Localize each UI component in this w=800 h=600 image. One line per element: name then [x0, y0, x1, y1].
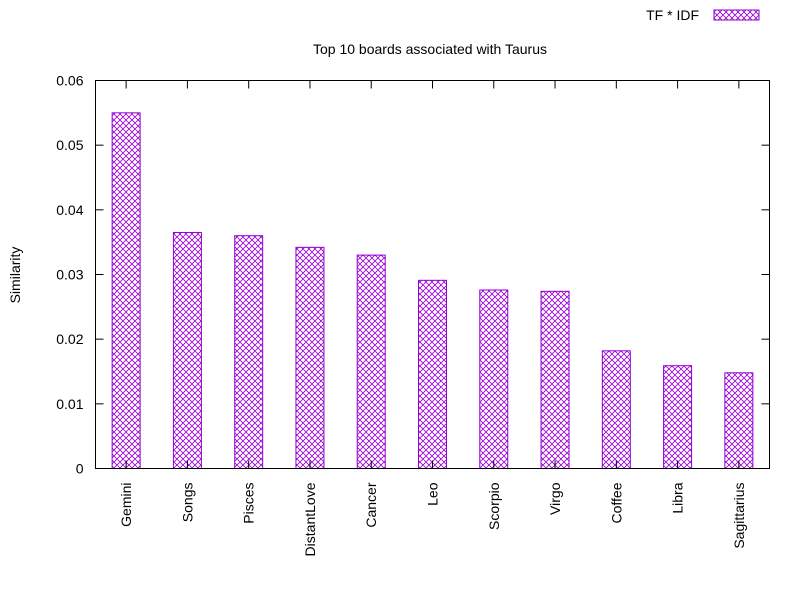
bar-scorpio — [479, 289, 509, 469]
legend-swatch — [713, 9, 760, 21]
bars — [111, 112, 754, 470]
x-tick-label: Cancer — [363, 482, 379, 527]
x-tick-label: Sagittarius — [731, 483, 747, 549]
bar-sagittarius — [724, 372, 754, 469]
bar-songs — [172, 231, 202, 469]
y-axis-label: Similarity — [7, 247, 23, 304]
bar-cancer — [356, 254, 386, 469]
y-axis: 0 0.01 0.02 0.03 0.04 0.05 0.06 — [56, 73, 770, 477]
y-tick-label: 0 — [76, 461, 84, 477]
legend-label: TF * IDF — [646, 7, 699, 23]
x-tick-label: Libra — [670, 482, 686, 513]
x-tick-label: DistantLove — [302, 482, 318, 556]
x-tick-label: Scorpio — [486, 482, 502, 530]
bar-libra — [663, 365, 693, 469]
y-tick-label: 0.05 — [56, 137, 83, 153]
bar-distantlove — [295, 246, 325, 469]
bar-coffee — [601, 350, 631, 470]
bar-pisces — [234, 235, 264, 469]
x-tick-label: Gemini — [118, 483, 134, 527]
y-tick-label: 0.04 — [56, 202, 83, 218]
bar-gemini — [111, 112, 141, 469]
x-axis: Gemini Songs Pisces DistantLove Cancer Leo Sco… — [118, 80, 747, 556]
x-tick-label: Songs — [179, 483, 195, 523]
bar-leo — [418, 279, 447, 469]
y-tick-label: 0.02 — [56, 331, 83, 347]
legend: TF * IDF — [646, 7, 760, 23]
bar-virgo — [540, 290, 570, 469]
x-tick-label: Pisces — [241, 483, 257, 524]
chart-title: Top 10 boards associated with Taurus — [313, 41, 547, 57]
x-tick-label: Leo — [425, 482, 441, 506]
y-tick-label: 0.03 — [56, 267, 83, 283]
y-tick-label: 0.06 — [56, 73, 83, 89]
x-tick-label: Coffee — [608, 482, 624, 523]
y-tick-label: 0.01 — [56, 396, 83, 412]
x-tick-label: Virgo — [547, 482, 563, 515]
